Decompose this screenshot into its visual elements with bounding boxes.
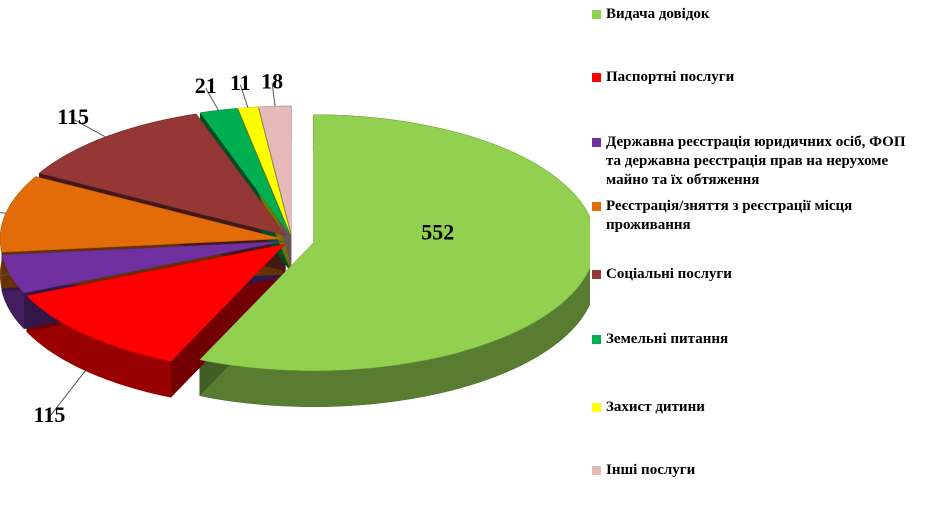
data-label: 18 [261, 68, 283, 93]
legend-label: Видача довідок [606, 6, 710, 22]
slice [199, 114, 590, 371]
slice [0, 176, 283, 253]
legend-label: Земельні питання [606, 331, 729, 347]
legend-entry: Соціальні послуги [592, 265, 922, 284]
leader-line [0, 212, 6, 214]
data-label: 115 [34, 402, 66, 427]
legend-label: Соціальні послуги [606, 266, 732, 282]
legend-entry: Державна реєстрація юридичних осіб, ФОП … [592, 133, 922, 190]
slice [1, 241, 283, 294]
legend-entry: Паспортні послуги [592, 68, 922, 87]
leader-line [239, 84, 249, 108]
leader-line [49, 370, 86, 418]
slice [237, 106, 291, 235]
legend-swatch [592, 10, 601, 19]
data-label: 115 [57, 104, 89, 129]
legend-swatch [592, 202, 601, 211]
legend-swatch [592, 403, 601, 412]
data-label: 21 [195, 73, 217, 98]
legend-swatch [592, 335, 601, 344]
legend-swatch [592, 138, 601, 147]
data-label: 552 [421, 220, 454, 245]
leader-line [0, 273, 10, 277]
legend-label: Інші послуги [606, 462, 696, 478]
leader-line [72, 118, 106, 138]
legend-entry: Земельні питання [592, 330, 922, 349]
legend-label: Захист дитини [606, 399, 705, 415]
legend-swatch [592, 73, 601, 82]
legend-swatch [592, 466, 601, 475]
data-label: 11 [230, 70, 251, 95]
legend-entry: Захист дитини [592, 398, 922, 417]
legend-entry: Реєстрація/зняття з реєстрації місця про… [592, 197, 922, 235]
leader-line [205, 87, 219, 111]
slice [26, 243, 286, 362]
chart: 5521154895115211118 [0, 68, 590, 427]
legend-label: Паспортні послуги [606, 69, 735, 85]
legend-entry: Видача довідок [592, 5, 922, 24]
legend-label: Державна реєстрація юридичних осіб, ФОП … [606, 134, 906, 188]
slice [199, 108, 290, 235]
leader-line [271, 83, 276, 107]
legend-swatch [592, 270, 601, 279]
legend-label: Реєстрація/зняття з реєстрації місця про… [606, 198, 853, 233]
legend-entry: Інші послуги [592, 461, 922, 480]
